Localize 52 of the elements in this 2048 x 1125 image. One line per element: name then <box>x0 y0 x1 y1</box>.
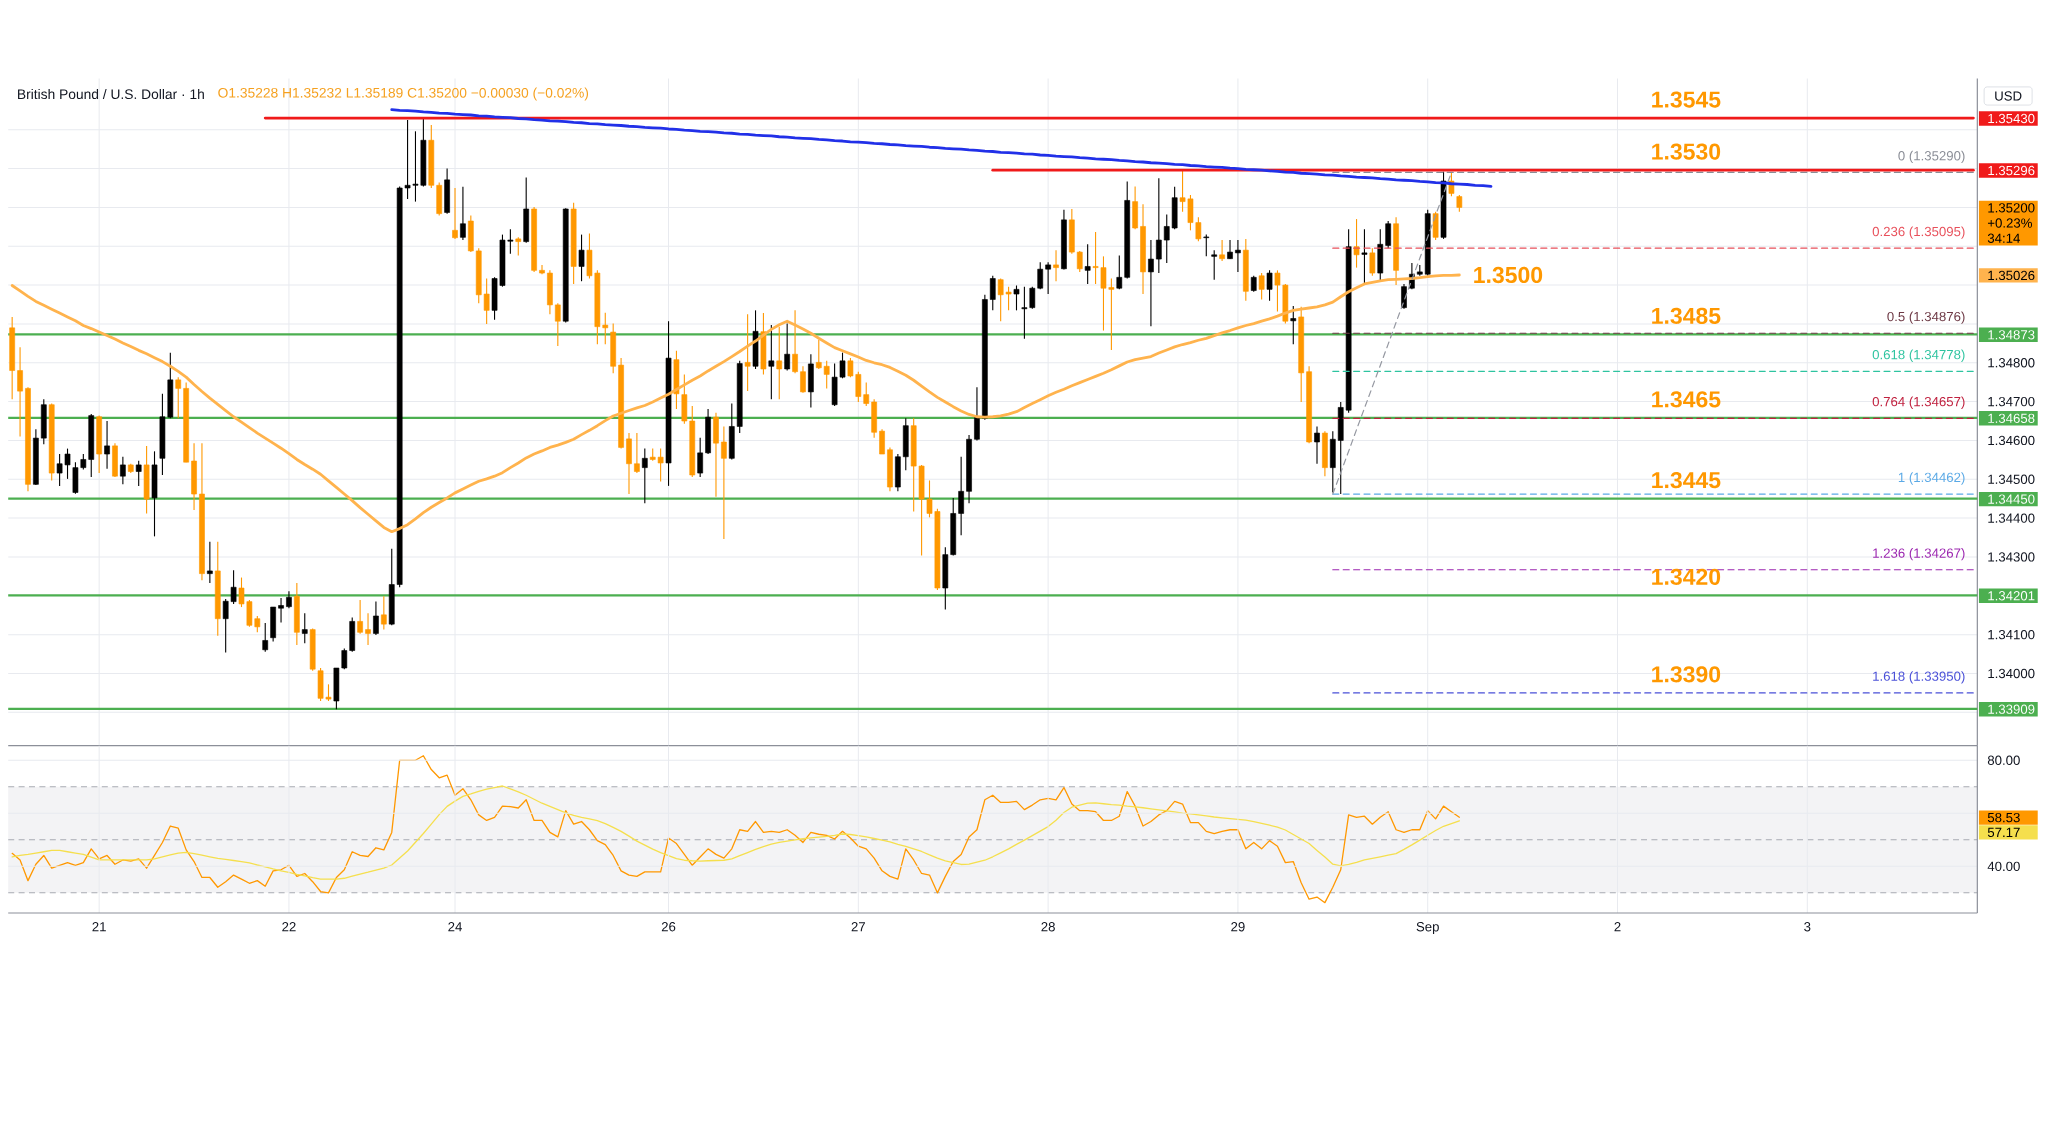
ref-line-label: 1.34873 <box>1988 330 2035 340</box>
series-label: 0.236 (1.35095) <box>1872 226 1965 239</box>
y-tick-label: 1.34400 <box>1988 513 2035 523</box>
text: British Pound / U.S. Dollar · 1h <box>18 88 204 100</box>
ref-line-label: 1.34201 <box>1988 591 2035 601</box>
x-tick-label: 24 <box>448 922 462 932</box>
series-label: 1 (1.34462) <box>1898 472 1965 485</box>
series-label: 1.618 (1.33950) <box>1873 671 1965 684</box>
ref-line-label: 1.34658 <box>1988 413 2035 423</box>
text: O1.35228 H1.35232 L1.35189 C1.35200 −0.00030 (−0.02%) <box>218 87 589 101</box>
y-tick-label: 1.34600 <box>1988 435 2035 446</box>
x-tick-label: 22 <box>282 922 296 932</box>
text: 1.35200 <box>1988 203 2035 213</box>
y-tick-label: 1.34700 <box>1988 396 2035 407</box>
annotation: 1.3485 <box>1652 307 1721 325</box>
annotation: 1.3465 <box>1652 391 1721 408</box>
annotation: 1.3545 <box>1652 91 1721 108</box>
y-tick-label: 40.00 <box>1987 861 2020 871</box>
x-tick-label: 2 <box>1614 922 1621 932</box>
annotation: 1.3500 <box>1474 266 1543 284</box>
y-tick-label: 1.34300 <box>1988 552 2035 562</box>
text: 57.17 <box>1987 827 2020 837</box>
series-label: 0.5 (1.34876) <box>1887 311 1965 324</box>
annotation: 1.3390 <box>1652 666 1721 683</box>
y-tick-label: 80.00 <box>1987 755 2020 765</box>
data-label: 1.35430 <box>1988 113 2035 124</box>
series-label: 1.236 (1.34267) <box>1873 548 1965 561</box>
x-tick-label: 28 <box>1041 922 1055 932</box>
x-tick-label: 21 <box>92 922 106 932</box>
x-tick-label: Sep <box>1416 922 1439 935</box>
x-tick-label: 27 <box>851 922 866 932</box>
text: +0.23% <box>1987 218 2032 228</box>
y-tick-label: 1.34500 <box>1988 474 2035 484</box>
y-tick-label: 58.53 <box>1987 812 2020 823</box>
y-tick-label: 1.34000 <box>1988 668 2035 679</box>
series-label: 0 (1.35290) <box>1898 150 1965 164</box>
y-axis-title: USD <box>1995 91 2022 101</box>
data-label: 1.35296 <box>1988 165 2035 176</box>
x-tick-label: 3 <box>1804 922 1811 932</box>
annotation: 1.3445 <box>1652 471 1721 489</box>
x-tick-label: 29 <box>1231 922 1245 932</box>
series-label: 0.618 (1.34778) <box>1872 349 1965 362</box>
text: 34:14 <box>1987 233 2020 243</box>
ref-line-label: 1.33909 <box>1988 704 2035 714</box>
series-label: 0.764 (1.34657) <box>1872 396 1965 409</box>
y-tick-label: 1.34800 <box>1988 358 2035 368</box>
annotation: 1.3530 <box>1652 143 1721 160</box>
y-tick-label: 1.35026 <box>1988 270 2035 281</box>
annotation: 1.3420 <box>1652 568 1721 585</box>
y-tick-label: 1.34100 <box>1988 629 2035 640</box>
x-tick-label: 26 <box>661 922 676 932</box>
ref-line-label: 1.34450 <box>1988 494 2035 504</box>
